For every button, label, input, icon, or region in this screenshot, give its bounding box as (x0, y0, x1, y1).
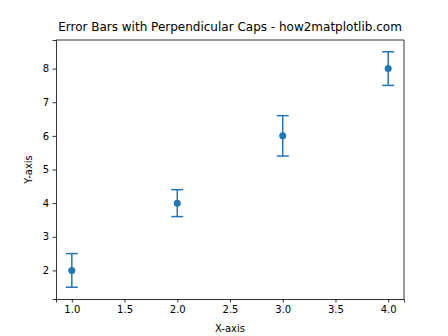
point (68, 267, 75, 274)
tick: 1.0 (64, 299, 80, 315)
axis-line (53, 41, 57, 300)
chart: 1.0 1.5 2.0 2.5 3.0 3.5 4.0 2 3 4 5 6 7 8 Error Bars w… (0, 0, 448, 336)
tick-mark (53, 270, 57, 271)
point (279, 132, 286, 139)
error-cap (277, 155, 289, 157)
tick-mark (283, 299, 284, 303)
spine (404, 40, 405, 299)
title: Error Bars with Perpendicular Caps - how… (58, 20, 402, 34)
error-bar (382, 52, 394, 86)
tick-label: 5 (43, 164, 49, 175)
tick-mark (72, 299, 73, 303)
tick: 3.0 (275, 299, 291, 315)
error-cap (171, 216, 183, 218)
error-cap (382, 51, 394, 53)
point (174, 200, 181, 207)
axis-line (57, 300, 405, 303)
tick-label: 3.5 (328, 304, 344, 315)
tick-label: 2 (43, 265, 49, 276)
tick-label: 8 (43, 63, 49, 74)
error-bar (171, 190, 183, 217)
error-cap (171, 189, 183, 191)
tick-label: 7 (43, 97, 49, 108)
error-cap (66, 253, 78, 255)
error-bar (277, 116, 289, 156)
tick-label: 4 (43, 198, 49, 209)
tick-label: 6 (43, 131, 49, 142)
tick: 4.0 (381, 299, 397, 315)
tick: 2 (43, 265, 56, 276)
y-axis-label: Y-axis (23, 155, 34, 185)
x-axis-label: X-axis (215, 323, 245, 334)
tick: 3.5 (328, 299, 344, 315)
tick-label: 2.5 (223, 304, 239, 315)
tick-mark (230, 299, 231, 303)
tick-mark (125, 299, 126, 303)
tick-mark (53, 136, 57, 137)
tick: 2.5 (223, 299, 239, 315)
x-axis: 1.0 1.5 2.0 2.5 3.0 3.5 4.0 (57, 299, 405, 315)
error-cap (277, 115, 289, 117)
tick-label: 2.0 (170, 304, 186, 315)
point (385, 65, 392, 72)
tick-mark (335, 299, 336, 303)
tick: 7 (43, 97, 56, 108)
spine (56, 40, 404, 41)
tick: 5 (43, 164, 56, 175)
tick: 3 (43, 231, 56, 242)
tick: 4 (43, 198, 56, 209)
tick-label: 3.0 (275, 304, 291, 315)
error-cap (66, 286, 78, 288)
tick: 8 (43, 63, 56, 74)
y-axis: 2 3 4 5 6 7 8 (43, 41, 57, 300)
error-cap (382, 85, 394, 87)
tick-mark (53, 237, 57, 238)
tick-label: 3 (43, 231, 49, 242)
tick-mark (53, 102, 57, 103)
tick-mark (53, 170, 57, 171)
tick-mark (53, 69, 57, 70)
tick-mark (388, 299, 389, 303)
tick-label: 1.5 (117, 304, 133, 315)
plot: 1.0 1.5 2.0 2.5 3.0 3.5 4.0 2 3 4 5 6 7 8 (43, 40, 405, 315)
error-bar (66, 254, 78, 288)
tick: 6 (43, 131, 56, 142)
tick-mark (53, 203, 57, 204)
marks (66, 52, 394, 287)
tick: 2.0 (170, 299, 186, 315)
tick-label: 1.0 (64, 304, 80, 315)
tick-label: 4.0 (381, 304, 397, 315)
tick-mark (177, 299, 178, 303)
tick: 1.5 (117, 299, 133, 315)
